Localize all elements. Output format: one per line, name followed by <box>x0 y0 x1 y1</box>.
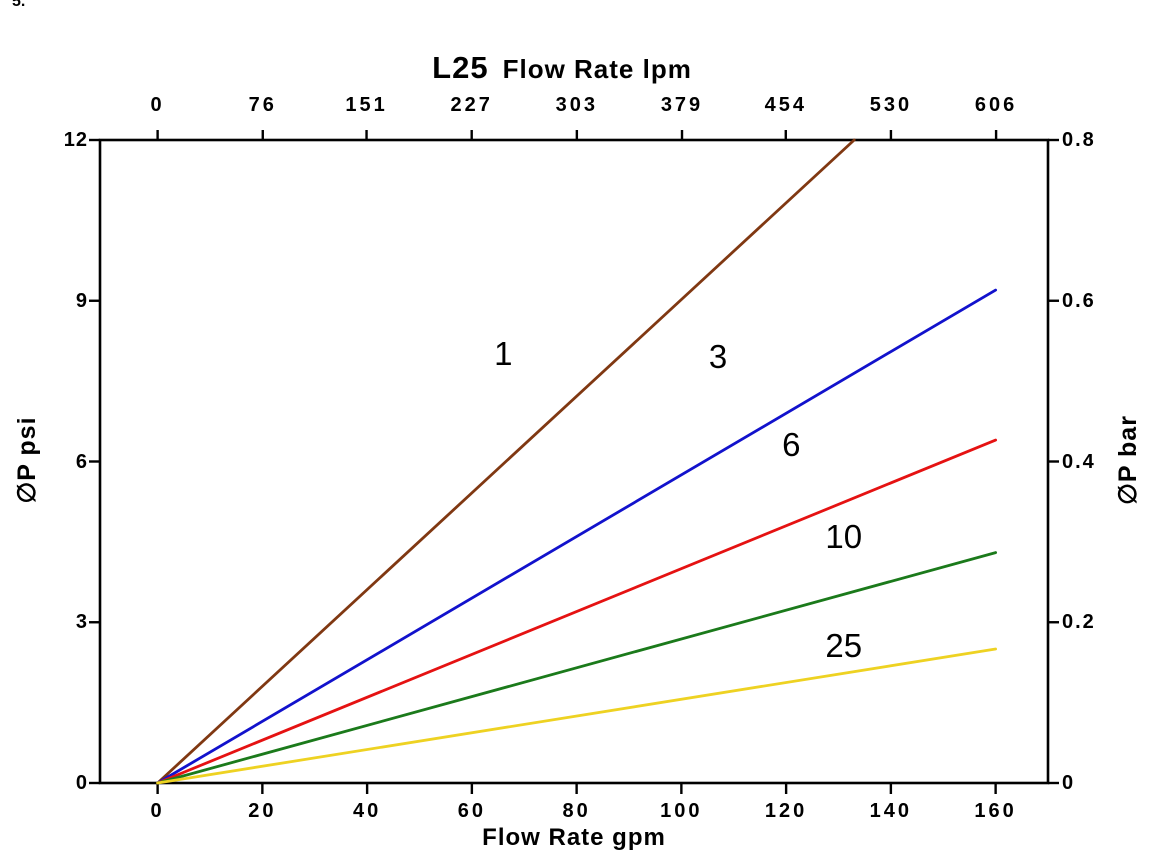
top-tick-label: 379 <box>660 94 704 116</box>
bottom-tick-label: 120 <box>764 800 808 822</box>
right-tick-label: 0.8 <box>1062 129 1096 151</box>
series-label-10: 10 <box>825 517 863 555</box>
series-line-1 <box>156 138 856 785</box>
bottom-tick-label: 160 <box>974 800 1017 822</box>
series-line-6 <box>156 438 998 785</box>
chart-title: L25 Flow Rate lpm <box>432 50 692 86</box>
top-tick-label: 454 <box>764 94 807 116</box>
series-label-1: 1 <box>494 335 513 373</box>
top-tick-label: 151 <box>345 94 388 116</box>
left-tick-label: 0 <box>75 772 88 794</box>
left-tick-label: 12 <box>63 129 88 151</box>
top-tick-label: 227 <box>450 94 493 116</box>
top-tick-label: 303 <box>555 94 599 116</box>
chart-title-model: L25 <box>432 50 489 85</box>
bottom-tick-label: 40 <box>352 800 382 822</box>
bottom-tick-label: 80 <box>562 800 591 822</box>
top-tick-label: 0 <box>150 94 165 116</box>
series-line-3 <box>156 288 998 785</box>
top-tick-label: 76 <box>248 94 277 116</box>
bottom-tick-label: 20 <box>248 800 277 822</box>
bottom-tick-label: 60 <box>457 800 486 822</box>
series-line-25 <box>156 647 998 785</box>
left-axis-title: ∅P psi <box>13 416 41 504</box>
series-label-3: 3 <box>708 338 728 375</box>
right-tick-label: 0 <box>1062 772 1076 794</box>
right-tick-label: 0.2 <box>1062 611 1096 634</box>
bottom-axis-title: Flow Rate gpm <box>482 824 666 851</box>
left-tick-label: 3 <box>75 611 88 634</box>
series-label-25: 25 <box>825 627 863 665</box>
series-line-10 <box>156 551 998 785</box>
chart-title-units: Flow Rate lpm <box>502 54 692 84</box>
top-tick-label: 530 <box>869 94 913 116</box>
plot-border <box>98 138 1050 785</box>
page-artifact: 5. <box>12 0 26 10</box>
bottom-tick-label: 0 <box>150 800 165 822</box>
left-tick-label: 6 <box>75 450 88 473</box>
left-tick-label: 9 <box>75 289 88 312</box>
right-tick-label: 0.6 <box>1062 289 1096 312</box>
right-tick-label: 0.4 <box>1062 450 1096 473</box>
bottom-tick-label: 140 <box>869 800 913 822</box>
bottom-tick-label: 100 <box>660 800 703 822</box>
series-label-6: 6 <box>782 426 801 464</box>
right-axis-title: ∅P bar <box>1114 415 1142 505</box>
top-tick-label: 606 <box>974 94 1018 116</box>
